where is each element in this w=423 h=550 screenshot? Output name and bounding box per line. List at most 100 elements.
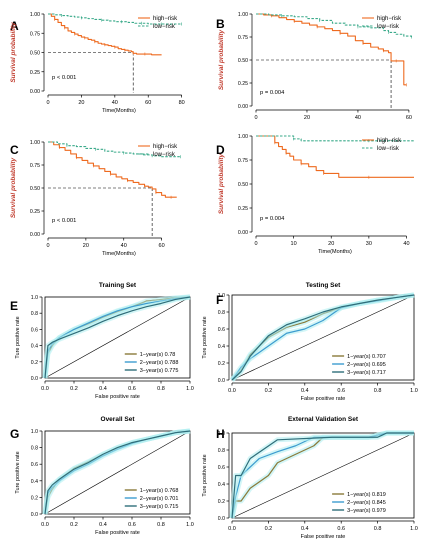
legend-label: high−risk (153, 144, 178, 150)
y-axis-label: Ture positive rate (202, 454, 208, 496)
x-tick-label: 0 (46, 243, 49, 249)
y-tick-label: 0.75 (238, 158, 248, 164)
legend-label: 2−year(s) 0.845 (347, 500, 386, 506)
legend-label: high−risk (377, 138, 402, 144)
panel-title: Testing Set (306, 282, 341, 289)
y-tick-label: 0.8 (31, 311, 38, 317)
legend-label: 1−year(s) 0.78 (140, 352, 176, 358)
legend-label: 2−year(s) 0.701 (140, 496, 179, 502)
panel-letter: D (216, 143, 225, 157)
y-tick-label: 0.2 (218, 361, 225, 367)
panel-letter: E (10, 299, 18, 313)
p-value: p = 0.004 (260, 90, 285, 96)
x-tick-label: 0.6 (128, 522, 136, 528)
x-tick-label: 0.4 (99, 386, 107, 392)
legend-label: 2−year(s) 0.788 (140, 360, 179, 366)
legend-label: low−risk (377, 24, 400, 30)
x-tick-label: 40 (121, 243, 127, 249)
x-tick-label: 0.0 (41, 386, 49, 392)
x-tick-label: 20 (78, 100, 84, 106)
y-tick-label: 0.8 (218, 448, 225, 454)
x-tick-label: 30 (366, 241, 372, 247)
x-axis-label: Time(Months) (102, 108, 136, 114)
y-tick-label: 0.25 (30, 209, 40, 215)
x-tick-label: 60 (145, 100, 151, 106)
panel-letter: C (10, 143, 19, 157)
panel-E: E Training Set 0.0 0.2 0.4 0.6 0.8 1.0 0.0 0.2 0.4… (10, 282, 194, 400)
x-tick-label: 0.2 (70, 522, 78, 528)
y-axis-label: Ture positive rate (15, 316, 21, 358)
y-tick-label: 0.8 (218, 310, 225, 316)
x-tick-label: 0.6 (128, 386, 136, 392)
x-tick-label: 20 (328, 241, 334, 247)
panel-letter: A (10, 19, 19, 33)
x-tick-label: 0 (46, 100, 49, 106)
x-tick-label: 1.0 (186, 386, 194, 392)
y-tick-label: 0.00 (238, 104, 248, 110)
y-tick-label: 0.75 (30, 31, 40, 37)
series-line (256, 13, 413, 37)
panel-letter: B (216, 17, 225, 31)
series-line (48, 141, 177, 198)
x-tick-label: 0.2 (265, 526, 273, 532)
y-tick-label: 0.25 (30, 70, 40, 76)
p-value: p < 0.001 (52, 75, 76, 81)
series-line (44, 430, 191, 515)
series-line (231, 432, 414, 519)
panel-C: C 0 20 40 60 0.00 0.25 0.50 0.75 1.00 Time(Months)… (10, 140, 181, 257)
legend-label: low−risk (153, 152, 176, 158)
x-tick-label: 80 (179, 100, 185, 106)
y-tick-label: 0.25 (238, 206, 248, 212)
panel-title: Overall Set (101, 416, 136, 423)
y-axis-label: Survival probability (218, 153, 225, 214)
y-tick-label: 0.50 (238, 58, 248, 64)
legend-label: low−risk (153, 24, 176, 30)
x-tick-label: 0.8 (157, 522, 165, 528)
x-tick-label: 0.6 (337, 388, 345, 394)
x-tick-label: 10 (291, 241, 297, 247)
reference-diagonal (231, 294, 415, 381)
panel-letter: F (216, 293, 223, 307)
y-tick-label: 1.00 (238, 12, 248, 18)
y-tick-label: 0.2 (31, 495, 38, 501)
x-axis-label: Time(Months) (102, 251, 136, 257)
x-axis-label: Time(Months) (318, 249, 352, 255)
x-tick-label: 0.2 (70, 386, 78, 392)
x-tick-label: 0.8 (374, 388, 382, 394)
x-tick-label: 0.0 (41, 522, 49, 528)
x-tick-label: 0 (254, 241, 257, 247)
y-tick-label: 0.0 (218, 516, 225, 522)
panel-letter: H (216, 427, 225, 441)
y-tick-label: 0.00 (30, 232, 40, 238)
x-tick-label: 60 (406, 115, 412, 121)
x-axis-label: False positive rate (95, 394, 140, 400)
panel-B: B 0 20 40 60 0.00 0.25 0.50 0.75 1.00 Survival pro… (216, 12, 413, 121)
y-tick-label: 0.25 (238, 81, 248, 87)
y-tick-label: 0.0 (218, 378, 225, 384)
y-tick-label: 0.0 (31, 376, 38, 382)
panel-A: A 0 20 40 60 80 0.00 0.25 0.50 0.75 1.00 Time(Month… (10, 12, 185, 114)
x-tick-label: 60 (159, 243, 165, 249)
legend-label: 3−year(s) 0.715 (140, 504, 179, 510)
x-tick-label: 40 (112, 100, 118, 106)
x-tick-label: 0.8 (374, 526, 382, 532)
y-tick-label: 1.0 (218, 293, 225, 299)
panel-F: F Testing Set 0.0 0.2 0.4 0.6 0.8 1.0 0.0 0.2 0.4 0… (202, 282, 418, 402)
x-tick-label: 1.0 (410, 526, 418, 532)
series-line (44, 296, 191, 379)
x-tick-label: 0.8 (157, 386, 165, 392)
y-tick-label: 1.0 (31, 295, 38, 301)
x-tick-label: 0.2 (265, 388, 273, 394)
panel-D: D 0 10 20 30 40 0.00 0.25 0.50 0.75 1.00 Time(Month… (216, 134, 414, 255)
y-tick-label: 1.0 (218, 431, 225, 437)
x-tick-label: 0.4 (301, 388, 309, 394)
y-tick-label: 0.4 (218, 344, 225, 350)
series-line (48, 13, 182, 25)
panel-H: H External Validation Set 0.0 0.2 0.4 0.6 0.8 1… (202, 416, 418, 540)
x-tick-label: 40 (355, 115, 361, 121)
x-axis-label: False positive rate (301, 396, 346, 402)
y-axis-label: Survival probability (10, 157, 17, 218)
y-tick-label: 0.6 (31, 462, 38, 468)
panel-G: G Overall Set 0.0 0.2 0.4 0.6 0.8 1.0 0.0 0.2 0.4 0… (10, 416, 194, 536)
reference-diagonal (44, 296, 191, 379)
